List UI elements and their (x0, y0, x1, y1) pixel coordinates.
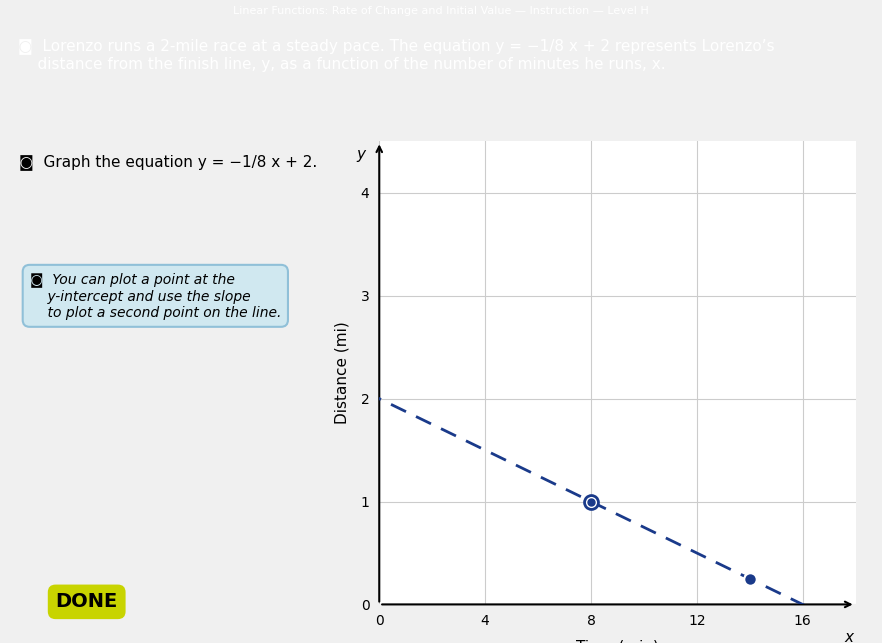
Text: y: y (356, 147, 365, 161)
Text: x: x (844, 630, 853, 643)
Y-axis label: Distance (mi): Distance (mi) (334, 322, 349, 424)
Text: Linear Functions: Rate of Change and Initial Value — Instruction — Level H: Linear Functions: Rate of Change and Ini… (233, 6, 649, 17)
Text: ◙  Lorenzo runs a 2-mile race at a steady pace. The equation y = −1/8 x + 2 repr: ◙ Lorenzo runs a 2-mile race at a steady… (18, 39, 774, 72)
X-axis label: Time (min): Time (min) (576, 639, 659, 643)
Text: ◙  Graph the equation y = −1/8 x + 2.: ◙ Graph the equation y = −1/8 x + 2. (19, 154, 317, 170)
Text: ◙  You can plot a point at the
    y-intercept and use the slope
    to plot a s: ◙ You can plot a point at the y-intercep… (30, 273, 281, 320)
Text: DONE: DONE (56, 592, 118, 611)
